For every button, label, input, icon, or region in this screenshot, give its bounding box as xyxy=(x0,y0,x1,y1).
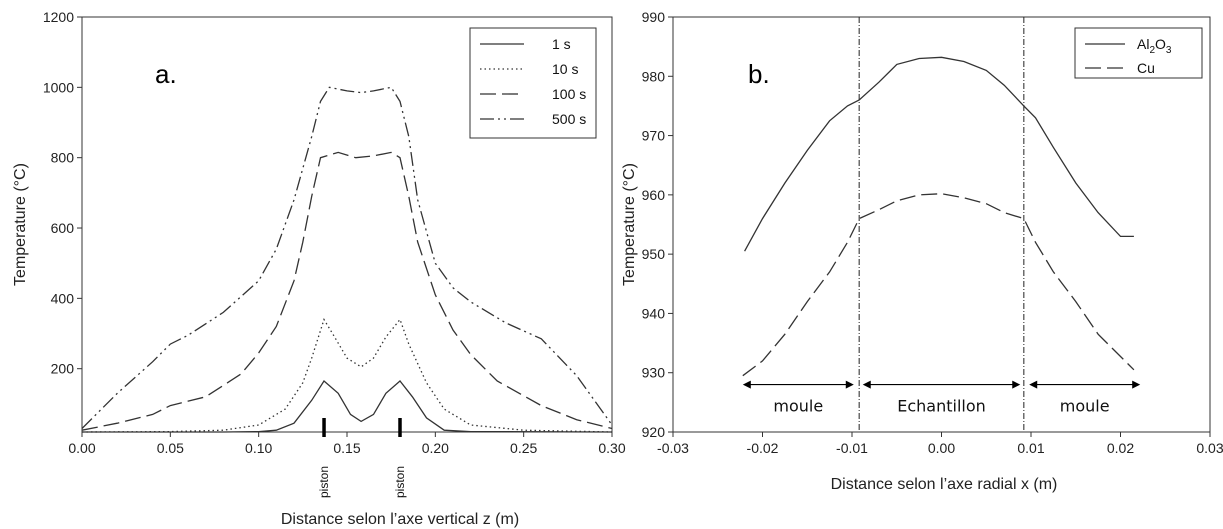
y-axis-label: Temperature (°C) xyxy=(12,163,29,286)
legend-box xyxy=(1074,27,1203,79)
x-tick-label: -0.03 xyxy=(657,440,689,456)
arrowhead-right xyxy=(845,380,854,389)
x-tick-label: -0.01 xyxy=(836,440,868,456)
y-tick-label: 800 xyxy=(51,150,75,166)
region-label: Echantillon xyxy=(897,396,986,415)
legend-box xyxy=(469,27,597,139)
y-tick-label: 960 xyxy=(642,187,666,203)
y-tick-label: 930 xyxy=(642,365,666,381)
x-tick-label: 0.00 xyxy=(928,440,955,456)
y-tick-label: 970 xyxy=(642,128,666,144)
series-line-3 xyxy=(81,86,613,429)
y-axis-label: Temperature (°C) xyxy=(621,163,638,286)
x-tick-label: 0.05 xyxy=(157,440,184,456)
x-tick-label: 0.01 xyxy=(1017,440,1044,456)
y-tick-label: 950 xyxy=(642,246,666,262)
y-tick-label: 400 xyxy=(51,290,75,306)
x-axis-label: Distance selon l’axe vertical z (m) xyxy=(281,511,519,528)
y-tick-label: 980 xyxy=(642,68,666,84)
y-tick-label: 1200 xyxy=(43,9,74,25)
series-line-2 xyxy=(81,151,613,431)
x-tick-label: 0.00 xyxy=(68,440,95,456)
panel-a: 200 400 600 800 1000 1200 0.00 0.05 0.10 0.15 0.20… xyxy=(12,9,626,528)
series-line-0 xyxy=(744,56,1134,252)
series-line-0 xyxy=(82,380,613,433)
arrowhead-left xyxy=(742,380,751,389)
panel-label: b. xyxy=(748,59,770,89)
legend-label: Al2O3 xyxy=(1137,36,1172,56)
y-tick-label: 920 xyxy=(642,424,666,440)
y-tick-label: 940 xyxy=(642,305,666,321)
legend-label: 1 s xyxy=(552,36,571,52)
region-label: moule xyxy=(773,396,823,415)
x-tick-label: 0.20 xyxy=(422,440,449,456)
y-tick-label: 200 xyxy=(51,361,75,377)
x-axis-label: Distance selon l’axe radial x (m) xyxy=(831,476,1058,493)
legend-label: Cu xyxy=(1137,60,1155,76)
series-line-1 xyxy=(81,317,613,433)
series-line-1 xyxy=(742,193,1135,377)
piston-label: piston xyxy=(393,466,407,498)
piston-label: piston xyxy=(317,466,331,498)
legend-label: 100 s xyxy=(552,86,586,102)
x-tick-label: 0.15 xyxy=(333,440,360,456)
region-label: moule xyxy=(1060,396,1110,415)
panel-b: 920 930 940 950 960 970 980 990 -0.03 -0.02 -0.01 0… xyxy=(621,9,1223,493)
x-tick-label: 0.25 xyxy=(510,440,537,456)
x-tick-label: 0.10 xyxy=(245,440,272,456)
arrowhead-left xyxy=(1029,380,1038,389)
arrowhead-left xyxy=(862,380,871,389)
x-tick-label: 0.02 xyxy=(1107,440,1134,456)
x-tick-label: 0.30 xyxy=(598,440,625,456)
y-tick-label: 990 xyxy=(642,9,666,25)
x-tick-label: -0.02 xyxy=(747,440,779,456)
x-tick-label: 0.03 xyxy=(1196,440,1223,456)
arrowhead-right xyxy=(1132,380,1141,389)
arrowhead-right xyxy=(1012,380,1021,389)
y-tick-label: 1000 xyxy=(43,79,74,95)
legend-label: 500 s xyxy=(552,111,586,127)
y-tick-label: 600 xyxy=(51,220,75,236)
legend-label: 10 s xyxy=(552,61,578,77)
panel-label: a. xyxy=(155,59,177,89)
